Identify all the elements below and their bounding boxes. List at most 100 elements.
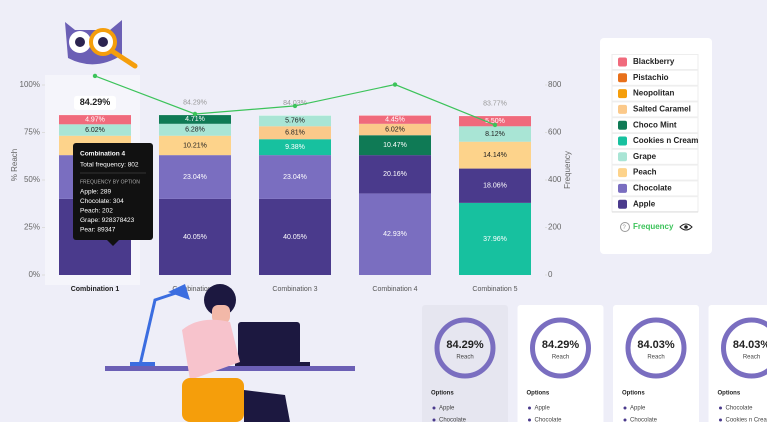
option-bullet [432,406,436,410]
tooltip: Combination 4 Total frequency: 802 FREQU… [73,143,153,246]
legend-swatch [618,183,627,193]
legend-label: Salted Caramel [633,105,691,114]
card [517,305,604,422]
legend-line-label: Frequency [633,222,674,231]
bar-segment [459,126,531,142]
visibility-toggle[interactable] [679,223,693,231]
segment-label: 23.04% [183,174,207,181]
card-options-title: Options [431,391,454,397]
tooltip-item: Peach: 202 [80,208,113,215]
legend-swatch [618,57,627,67]
option-bullet [528,418,531,422]
legend-row [611,101,699,118]
reach-ring [625,317,687,379]
segment-label: 4.45% [385,116,405,123]
bar-segment [59,124,131,136]
total-label: 84.03% [283,100,307,107]
bar-segment [159,135,231,156]
card-options-title: Options [718,391,741,397]
card-option: Apple [630,406,646,412]
y2-tick-label: 0 [548,270,553,279]
bar-segment [259,139,331,156]
legend-row [611,133,699,149]
legend-label: Peach [633,168,657,177]
tooltip-item: Chocolate: 304 [80,198,124,205]
owl-illustration [65,20,138,69]
legend-swatch [618,104,627,114]
total-label: 83.77% [483,101,507,108]
card [422,305,508,422]
x-tick-label: Combination 5 [472,286,517,293]
frequency-point [392,82,398,87]
bar-segment [159,114,231,124]
bar-segment [359,193,431,275]
bar-segment [259,126,331,140]
y-tick-label: 0% [28,270,40,279]
help-icon[interactable] [620,222,630,232]
y-tick-label: 75% [24,128,40,137]
legend-swatch [618,89,627,99]
x-tick-label: Combination 4 [372,286,417,293]
total-label-bg [74,95,116,110]
y2-tick-label: 400 [548,175,562,184]
bar-segment [359,115,431,124]
card [708,305,767,422]
tooltip-title: Combination 4 [80,151,126,158]
legend-swatch [618,73,627,83]
legend-row [611,85,699,102]
segment-label: 6.81% [285,130,305,137]
legend-label: Grape [633,152,657,161]
bar-segment [459,141,531,169]
y-tick-label: 25% [24,223,40,232]
legend-swatch [618,199,627,209]
bar-segment [159,123,231,136]
card-option: Cookies n Cream [726,418,767,422]
y2-tick-label: 800 [548,80,562,89]
help-mark: ? [623,225,627,231]
bar-segment [59,114,131,125]
legend-label: Apple [633,199,656,208]
bar-segment [459,115,531,127]
segment-label: 10.21% [183,142,207,149]
option-bullet [623,418,627,422]
tooltip-heading: FREQUENCY BY OPTION [80,179,140,185]
legend-label: Chocolate [633,184,672,193]
bar-segment [359,155,431,194]
x-tick-label: Combination 3 [272,286,317,293]
total-label: 84.29% [183,100,207,107]
legend-label: Neopolitan [633,89,674,98]
card-sub: Reach [647,355,664,361]
option-bullet [719,418,722,422]
segment-label: 42.93% [383,231,407,238]
card-option: Chocolate [535,418,563,422]
legend-row [611,69,699,86]
x-tick-label: Combination 1 [71,286,120,293]
option-bullet [528,406,531,410]
segment-label: 5.50% [485,118,505,125]
card-value: 84.29% [446,339,484,351]
card-sub: Reach [743,355,760,361]
tooltip-item: Grape: 928378423 [80,217,135,224]
y2-tick-label: 600 [548,128,562,137]
person-illustration [105,284,355,422]
card-value: 84.03% [733,339,767,351]
frequency-point [92,73,98,79]
card-options-title: Options [622,391,645,397]
tooltip-bg [73,143,153,240]
legend-label: Blackberry [633,57,675,66]
card [613,305,699,422]
y-axis-title: % Reach [10,149,19,181]
frequency-point [192,111,198,117]
card-options-title: Options [527,391,550,397]
segment-label: 40.05% [283,234,307,241]
segment-label: 40.05% [183,234,207,241]
card-value: 84.29% [542,339,580,351]
legend-row [611,117,699,134]
card-value: 84.03% [637,339,675,351]
total-label: 84.29% [80,97,111,107]
card-sub: Reach [456,355,473,361]
segment-label: 6.28% [185,127,205,134]
segment-label: 8.12% [485,131,505,138]
reach-ring [530,317,591,379]
